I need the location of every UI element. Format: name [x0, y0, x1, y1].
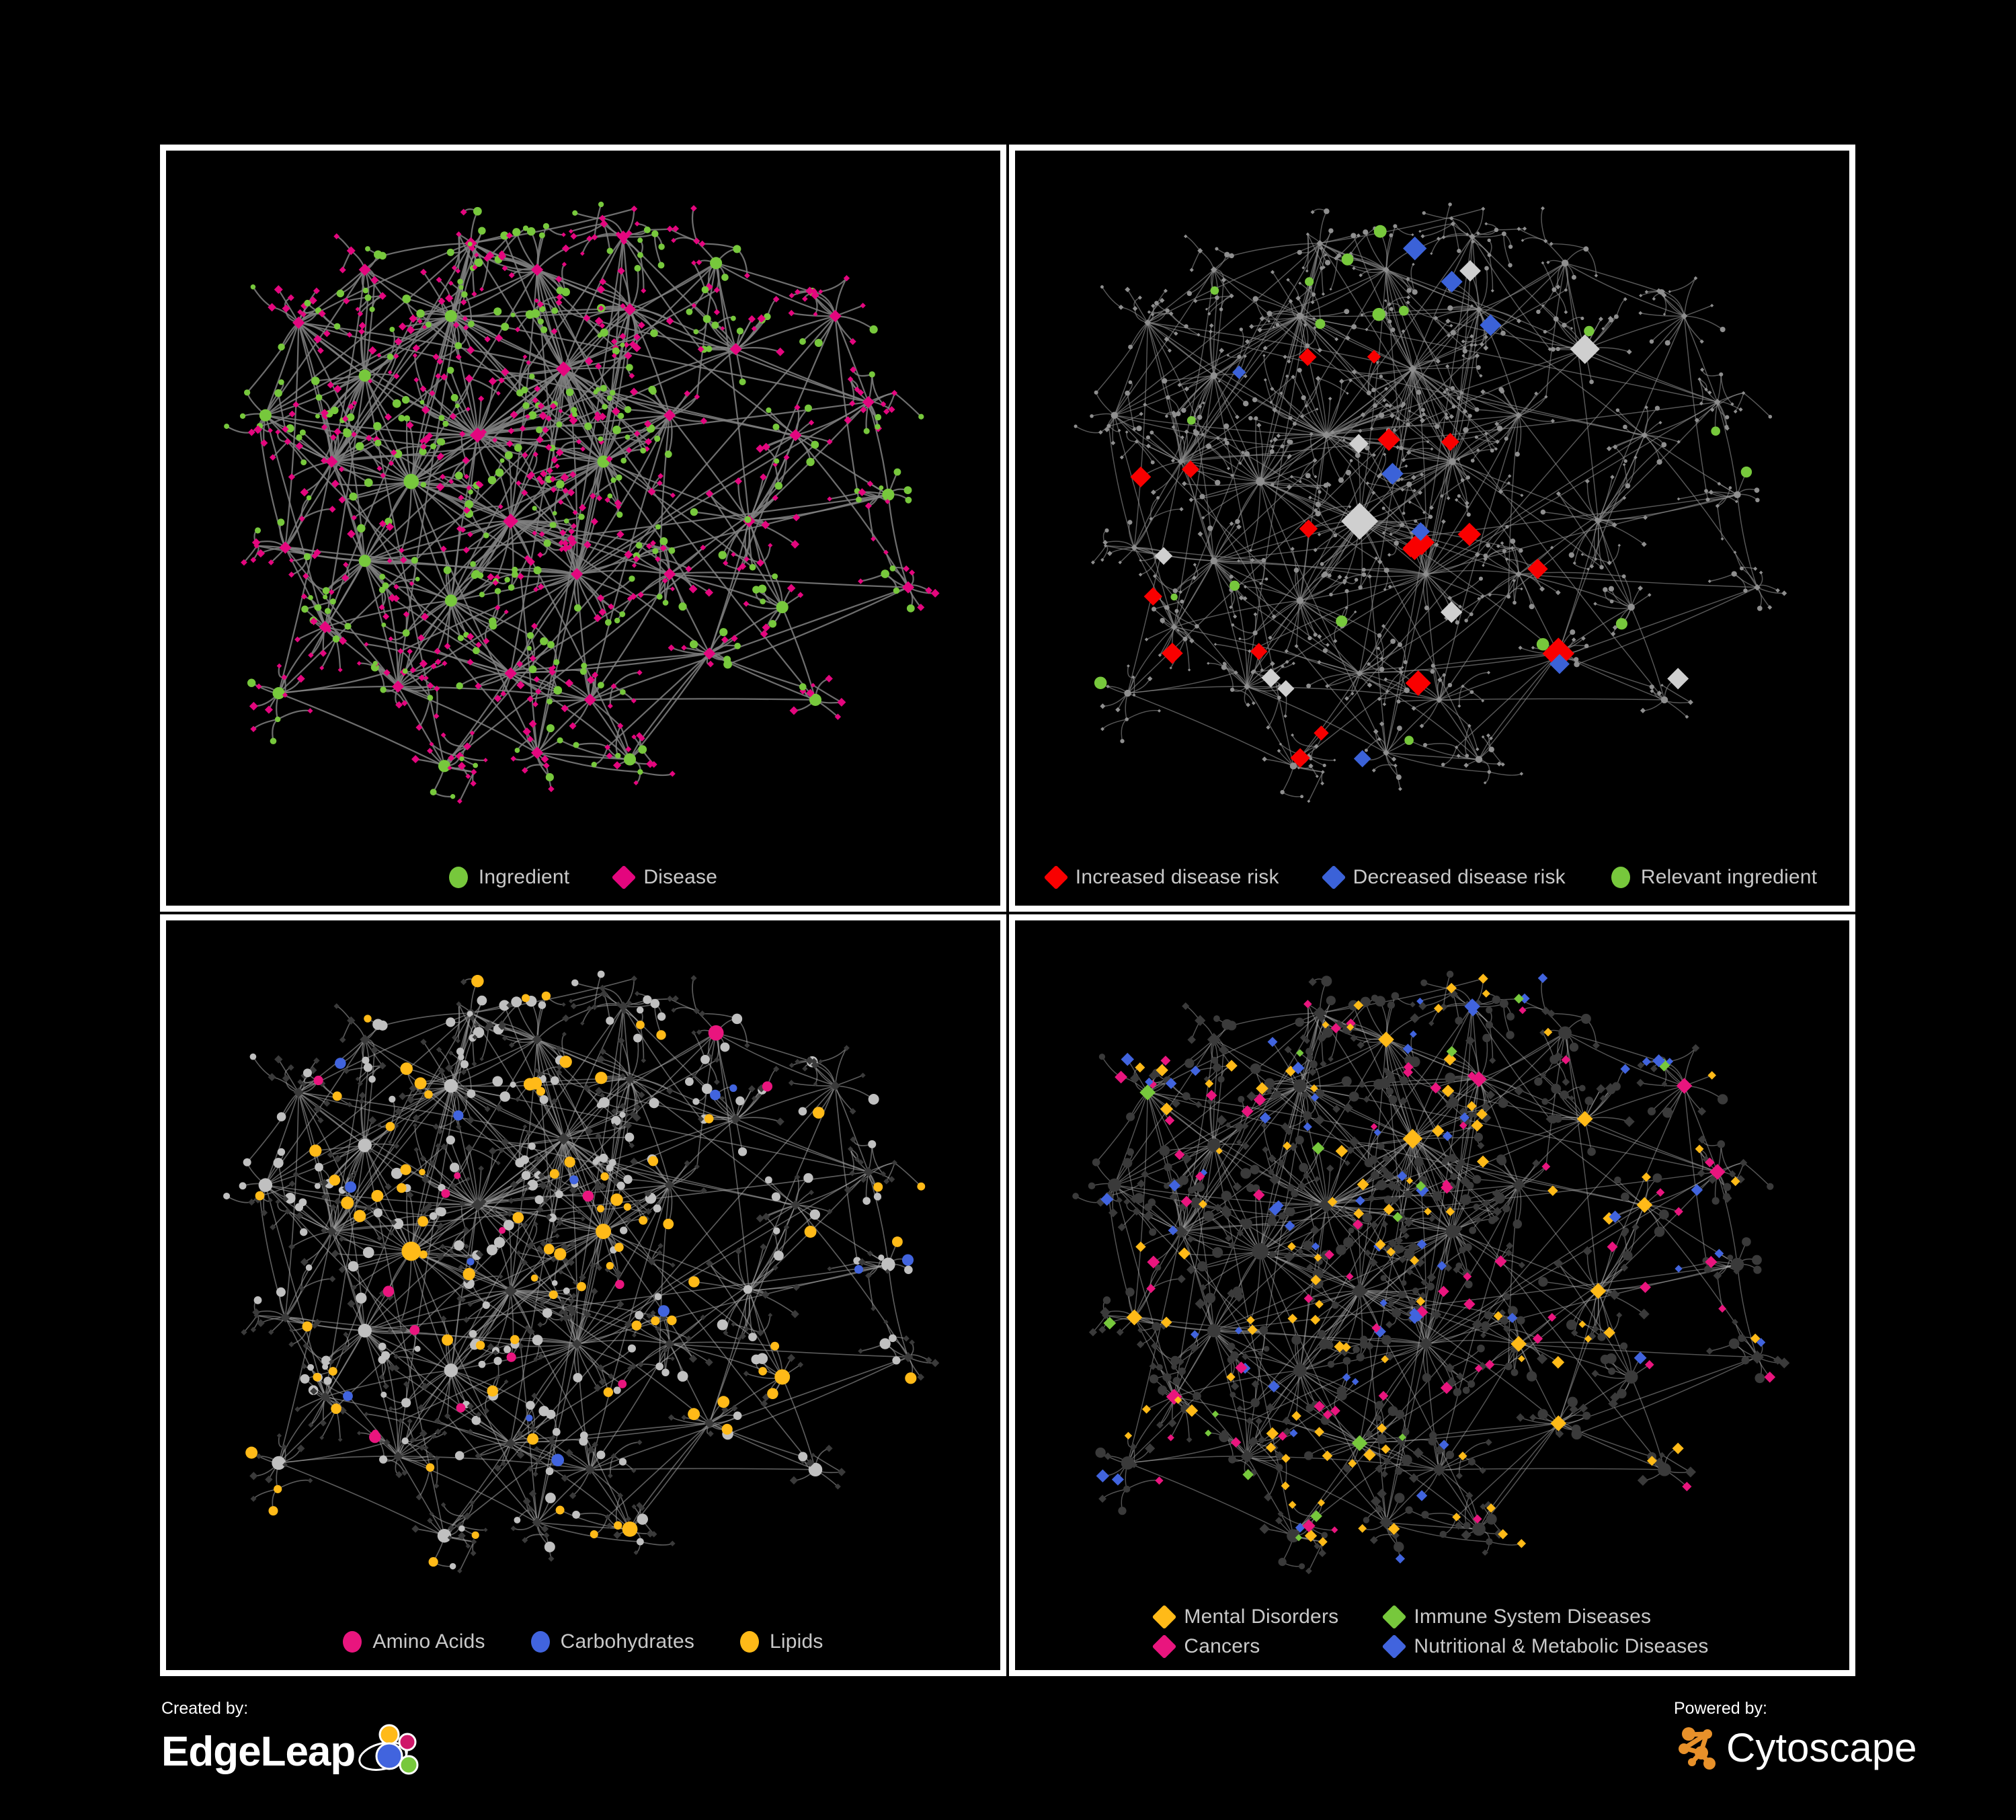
panel-disease-category-network[interactable]: Mental Disorders Immune System Diseases … — [1009, 914, 1855, 1676]
network-canvas-risk[interactable] — [1015, 151, 1849, 906]
network-svg-risk — [1074, 202, 1787, 803]
figure-grid: Ingredient Disease Increased disease ris… — [160, 145, 1855, 1676]
network-canvas-category[interactable] — [1015, 920, 1849, 1670]
network-canvas-overview[interactable] — [166, 151, 1000, 906]
powered-by-brand: Powered by: — [1674, 1700, 1917, 1774]
created-by-kicker: Created by: — [161, 1699, 249, 1718]
created-by-brand: Created by: EdgeLeap — [161, 1700, 425, 1782]
panel-disease-risk-network[interactable]: Increased disease risk Decreased disease… — [1009, 145, 1855, 912]
figure-footer: Created by: EdgeLeap Powered by: — [0, 1673, 2016, 1820]
powered-by-kicker: Powered by: — [1674, 1699, 1767, 1718]
panel-ingredient-class-network[interactable]: Amino Acids Carbohydrates Lipids — [160, 914, 1006, 1676]
edgeleap-wordmark: EdgeLeap — [161, 1728, 356, 1775]
cytoscape-logo-icon — [1674, 1721, 1724, 1774]
network-svg-class — [223, 970, 940, 1574]
network-svg-category — [1072, 970, 1790, 1575]
network-svg-overview — [224, 201, 940, 804]
panel-ingredient-disease-overview[interactable]: Ingredient Disease — [160, 145, 1006, 912]
cytoscape-wordmark: Cytoscape — [1726, 1725, 1917, 1770]
network-canvas-class[interactable] — [166, 920, 1000, 1670]
edgeleap-logo-icon — [358, 1721, 425, 1782]
